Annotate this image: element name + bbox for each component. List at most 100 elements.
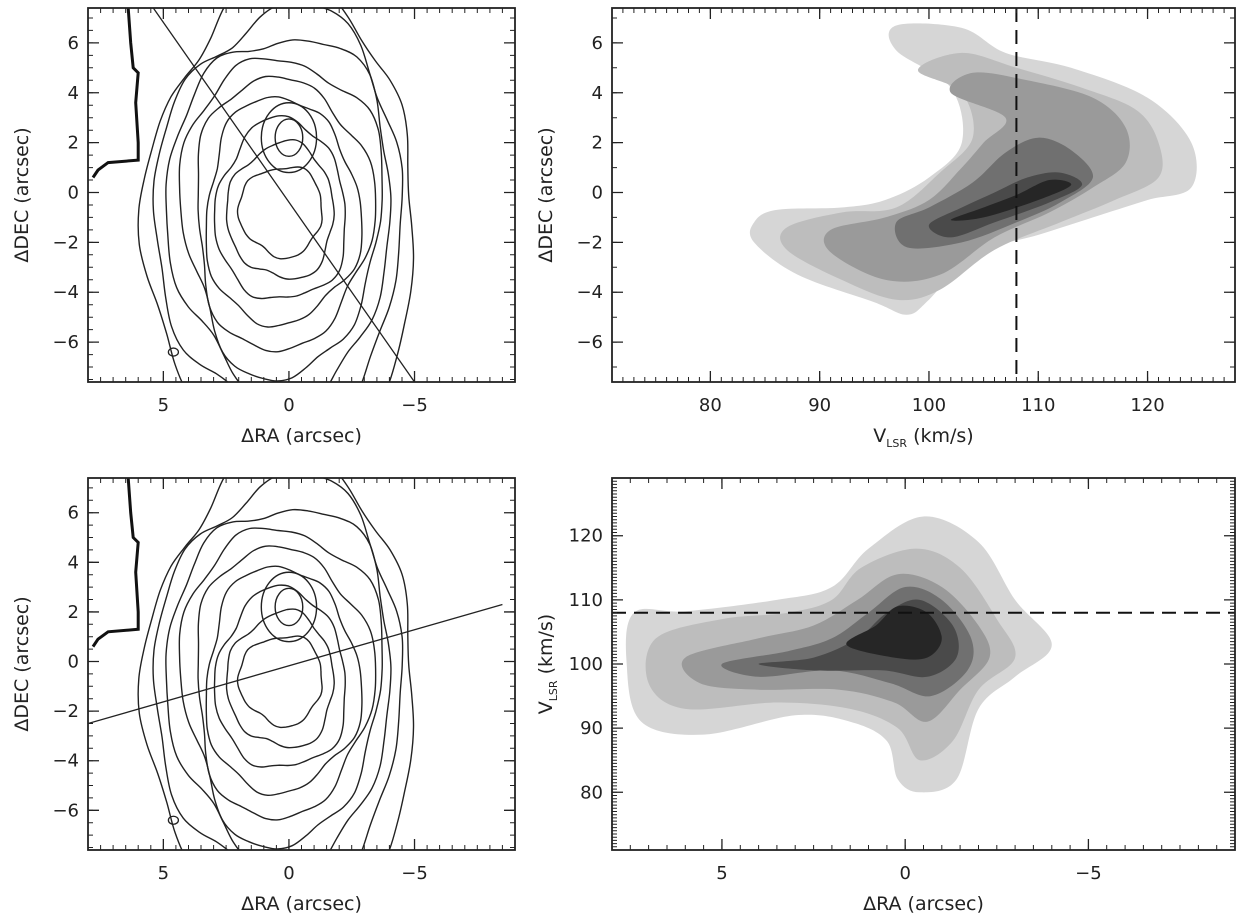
y-tick-label: −6: [52, 800, 79, 821]
x-tick-label: 100: [912, 395, 946, 416]
y-tick-label: 4: [68, 83, 79, 104]
contour-level-5: [197, 545, 377, 821]
panel-bottom-left: 5 0 −5 6 4 2 0 −2 −4 −6 ΔRA (arcsec) ΔDEC (arcsec): [11, 477, 516, 915]
x-axis-label-unit: (km/s): [907, 425, 974, 447]
panel-top-right: 80 90 100 110 120 6 4 2 0 −2 −4 −6 VLSR (km/s) ΔDEC (…: [535, 7, 1236, 450]
contour-level-7: [165, 39, 392, 382]
contour-level-8: [152, 8, 404, 382]
minor-ticks: [87, 478, 516, 850]
y-axis-label-unit: (km/s): [535, 614, 557, 681]
x-tick-label: 0: [283, 863, 294, 884]
y-axis-label-subscript: LSR: [547, 680, 560, 701]
y-axis-label-main: V: [535, 701, 557, 714]
y-tick-label: −2: [576, 232, 603, 253]
y-axis-label-main: ΔDEC (arcsec): [11, 127, 33, 262]
contour-level-6: [178, 527, 383, 850]
plot-frame: [611, 477, 1236, 851]
y-tick-label: −4: [52, 751, 79, 772]
contour-level-3: [213, 584, 346, 768]
peak-contour-1: [274, 118, 304, 158]
x-axis-label-main: ΔRA (arcsec): [241, 893, 362, 915]
contour-level-5: [197, 75, 377, 353]
x-axis-label-main: V: [873, 425, 886, 447]
y-tick-label: 100: [569, 654, 603, 675]
y-tick-label: 4: [68, 552, 79, 573]
y-tick-label: −2: [52, 701, 79, 722]
panel-bottom-right: 5 0 −5 120 110 100 90 80 ΔRA (arcsec) VLSR (km/s): [535, 477, 1236, 915]
peak-contour-2: [260, 102, 318, 174]
x-tick-label: 120: [1130, 395, 1164, 416]
contour-level-4: [205, 95, 363, 328]
cut-line: [88, 603, 503, 725]
contour-group: [88, 478, 503, 850]
y-tick-label: 6: [68, 503, 79, 524]
y-tick-label: 6: [592, 33, 603, 54]
y-axis-label-main: ΔDEC (arcsec): [11, 596, 33, 731]
y-axis-label: VLSR (km/s): [535, 614, 560, 714]
y-axis-label-main: ΔDEC (arcsec): [535, 127, 557, 262]
x-tick-label: 5: [158, 395, 169, 416]
y-tick-label: 0: [592, 183, 603, 204]
x-tick-label: −5: [401, 863, 428, 884]
minor-ticks: [87, 8, 516, 382]
y-tick-label: 6: [68, 33, 79, 54]
y-tick-label: 0: [68, 652, 79, 673]
field-edge: [91, 8, 140, 179]
contour-level-2: [225, 608, 335, 749]
y-axis-label: ΔDEC (arcsec): [11, 596, 33, 731]
contour-level-1: [236, 166, 323, 260]
contour-level-9: [137, 478, 415, 850]
intensity-level-6: [846, 605, 942, 660]
contour-level-9: [137, 8, 415, 382]
x-axis-label: ΔRA (arcsec): [241, 893, 362, 915]
y-tick-label: 90: [580, 718, 603, 739]
contour-level-4: [205, 565, 363, 797]
cut-line: [152, 8, 416, 382]
plot-frame: [87, 477, 516, 851]
contour-level-1: [236, 635, 323, 729]
x-axis-label: ΔRA (arcsec): [241, 425, 362, 447]
y-tick-label: 110: [569, 590, 603, 611]
y-axis-label: ΔDEC (arcsec): [11, 127, 33, 262]
x-axis-label: ΔRA (arcsec): [863, 893, 984, 915]
intensity-level-6: [950, 179, 1072, 221]
x-tick-label: 90: [808, 395, 831, 416]
y-tick-label: −4: [52, 282, 79, 303]
y-tick-label: 0: [68, 183, 79, 204]
x-axis-label-main: ΔRA (arcsec): [863, 893, 984, 915]
x-tick-label: −5: [401, 395, 428, 416]
y-tick-label: 80: [580, 782, 603, 803]
contour-level-7: [165, 508, 392, 850]
y-tick-label: 2: [68, 602, 79, 623]
knot-contour: [167, 815, 180, 825]
x-tick-label: 5: [158, 863, 169, 884]
field-edge: [91, 478, 140, 648]
y-tick-label: −4: [576, 282, 603, 303]
x-tick-label: −5: [1075, 863, 1102, 884]
y-tick-label: 120: [569, 526, 603, 547]
y-tick-label: 2: [592, 133, 603, 154]
x-axis-label-main: ΔRA (arcsec): [241, 425, 362, 447]
y-axis-label: ΔDEC (arcsec): [535, 127, 557, 262]
x-axis-label-subscript: LSR: [886, 437, 907, 450]
x-tick-label: 80: [699, 395, 722, 416]
intensity-group: [625, 516, 1052, 793]
x-tick-label: 0: [283, 395, 294, 416]
panel-top-left: 5 0 −5 6 4 2 0 −2 −4 −6 ΔRA (arcsec) ΔDEC (arcsec): [11, 7, 516, 447]
plot-frame: [611, 7, 1236, 383]
contour-group: [91, 8, 416, 382]
y-tick-label: 4: [592, 83, 603, 104]
intensity-group: [749, 23, 1197, 315]
contour-level-8: [152, 478, 404, 850]
plot-frame: [87, 7, 516, 383]
x-axis-label: VLSR (km/s): [873, 425, 973, 450]
x-tick-label: 0: [899, 863, 910, 884]
y-tick-label: −6: [52, 332, 79, 353]
x-tick-label: 5: [716, 863, 727, 884]
x-tick-label: 110: [1021, 395, 1055, 416]
contour-level-6: [178, 57, 383, 382]
contour-level-3: [213, 114, 346, 300]
peak-contour-1: [274, 587, 304, 627]
y-tick-label: −6: [576, 332, 603, 353]
